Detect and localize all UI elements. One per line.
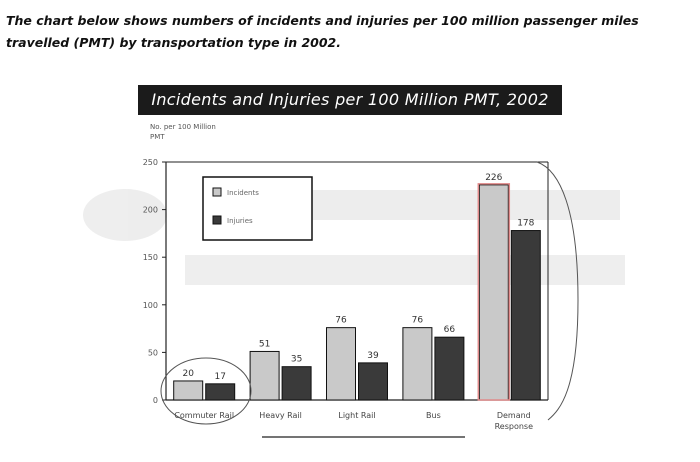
chart-bars: 20 17 51 35 76 39 76 66 226 178 — [173, 173, 541, 401]
bar-incidents — [478, 184, 509, 401]
data-label: 226 — [485, 173, 502, 183]
chart-title: Incidents and Injuries per 100 Million P… — [138, 85, 562, 115]
legend-label: Incidents — [227, 189, 259, 197]
y-axis-label: No. per 100 Million PMT — [150, 123, 216, 141]
data-label: 17 — [214, 372, 225, 382]
watermark — [83, 189, 625, 285]
chart-legend: Incidents Injuries — [202, 176, 313, 241]
bar-injuries — [434, 336, 465, 401]
y-tick-label: 150 — [143, 253, 158, 262]
data-label: 51 — [259, 339, 270, 349]
y-tick-label: 0 — [153, 396, 158, 405]
y-tick-label: 200 — [143, 206, 158, 215]
y-tick-label: 50 — [148, 348, 158, 357]
legend-swatch — [212, 187, 222, 197]
data-label: 76 — [412, 316, 424, 326]
bar-incidents — [173, 380, 204, 401]
x-tick-label: Demand Response — [495, 411, 534, 431]
annotations — [160, 161, 579, 438]
x-tick-label: Heavy Rail — [259, 411, 302, 420]
data-label: 20 — [182, 369, 194, 379]
data-label: 66 — [444, 325, 456, 335]
bar-injuries — [281, 366, 312, 401]
chart-axes: 0 50 100 150 200 250 Commuter Rail Heavy Rail Li… — [143, 158, 549, 431]
highlight-outline — [477, 183, 511, 401]
bar-incidents — [402, 327, 433, 401]
bar-incidents — [326, 327, 356, 401]
chart-caption: The chart below shows numbers of inciden… — [6, 13, 639, 50]
bracket-annotation — [536, 161, 579, 421]
legend-label: Injuries — [227, 217, 253, 225]
bar-injuries — [358, 362, 388, 401]
data-label: 178 — [517, 219, 534, 229]
y-tick-label: 100 — [143, 301, 158, 310]
bar-incidents — [249, 350, 280, 401]
bar-injuries — [205, 383, 236, 401]
circle-annotation — [160, 357, 252, 425]
legend-box — [202, 176, 313, 241]
data-label: 39 — [367, 351, 379, 361]
data-label: 35 — [291, 355, 302, 365]
bar-injuries — [510, 230, 541, 401]
data-label: 76 — [335, 316, 347, 326]
x-tick-label: Bus — [426, 411, 441, 420]
y-tick-label: 250 — [143, 158, 158, 167]
x-tick-label: Commuter Rail — [174, 411, 234, 420]
x-tick-label: Light Rail — [338, 411, 375, 420]
legend-swatch — [212, 215, 222, 225]
